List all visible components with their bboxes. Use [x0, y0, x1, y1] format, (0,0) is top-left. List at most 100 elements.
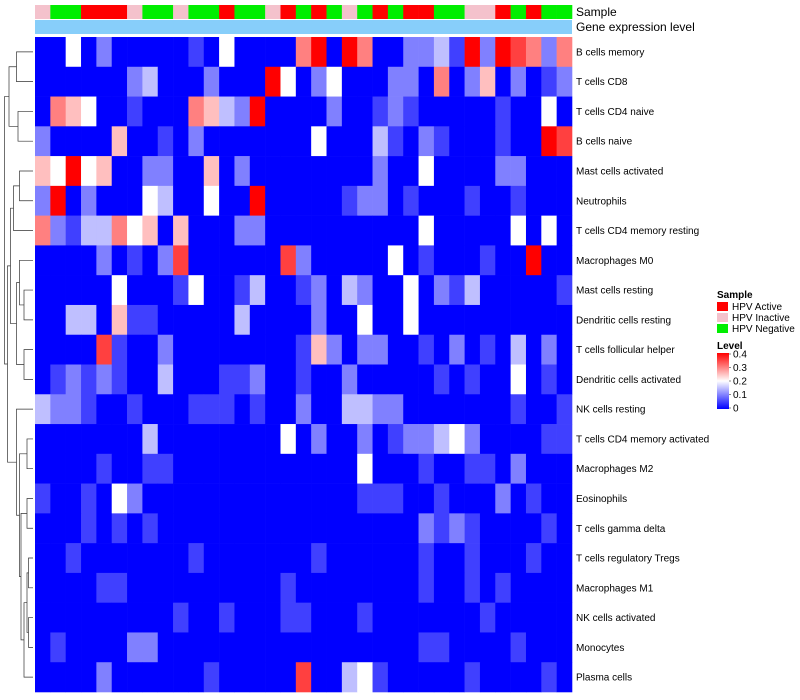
- heatmap-cell: [111, 304, 128, 336]
- heatmap-cell: [479, 602, 496, 633]
- heatmap-cell: [357, 96, 373, 127]
- heatmap-cell: [372, 394, 389, 425]
- heatmap-cell: [295, 304, 312, 336]
- heatmap-cell: [326, 304, 343, 336]
- heatmap-cell: [341, 364, 358, 395]
- heatmap-cell: [495, 304, 511, 336]
- heatmap-cell: [311, 334, 327, 365]
- heatmap-cell: [495, 394, 511, 425]
- heatmap-cell: [357, 304, 373, 336]
- heatmap-cell: [81, 66, 97, 97]
- heatmap-cell: [249, 215, 266, 246]
- heatmap-cell: [541, 185, 557, 216]
- heatmap-cell: [157, 453, 174, 484]
- heatmap-cell: [127, 126, 143, 157]
- heatmap-cell: [556, 215, 573, 246]
- heatmap-cell: [326, 334, 343, 365]
- heatmap-cell: [203, 185, 220, 216]
- heatmap-cell: [234, 275, 251, 306]
- heatmap-cell: [541, 572, 557, 603]
- heatmap-cell: [357, 245, 373, 276]
- heatmap-cell: [418, 185, 435, 216]
- heatmap-cell: [295, 96, 312, 127]
- heatmap-cell: [280, 572, 297, 603]
- heatmap-cell: [295, 66, 312, 97]
- heatmap-cell: [403, 572, 419, 603]
- heatmap-cell: [280, 126, 297, 157]
- heatmap-cell: [525, 185, 542, 216]
- heatmap-cell: [387, 334, 404, 365]
- heatmap-cell: [311, 37, 327, 68]
- heatmap-cell: [403, 424, 419, 455]
- heatmap-cell: [311, 543, 327, 574]
- heatmap-cell: [387, 275, 404, 306]
- heatmap-cell: [111, 662, 128, 693]
- heatmap-cell: [449, 37, 465, 68]
- heatmap-cell: [142, 156, 159, 187]
- heatmap-cell: [111, 394, 128, 425]
- heatmap-cell: [142, 513, 159, 544]
- heatmap-cell: [219, 275, 235, 306]
- heatmap-cell: [142, 275, 159, 306]
- heatmap-cell: [295, 632, 312, 663]
- dendrogram-branch: [16, 282, 24, 365]
- heatmap-cell: [188, 37, 205, 68]
- sample-annotation-cell: [203, 5, 220, 19]
- heatmap-cell: [249, 334, 266, 365]
- heatmap-cell: [464, 513, 481, 544]
- heatmap-cell: [541, 245, 557, 276]
- heatmap-cell: [249, 424, 266, 455]
- heatmap-cell: [556, 424, 573, 455]
- row-label: Eosinophils: [576, 494, 627, 505]
- heatmap-cell: [203, 424, 220, 455]
- heatmap-cell: [234, 66, 251, 97]
- heatmap-cell: [50, 304, 66, 336]
- heatmap-cell: [219, 96, 235, 127]
- heatmap-cell: [127, 364, 143, 395]
- heatmap-cell: [50, 364, 66, 395]
- heatmap-cell: [142, 453, 159, 484]
- heatmap-cell: [65, 394, 82, 425]
- heatmap-cell: [249, 245, 266, 276]
- heatmap-cell: [203, 394, 220, 425]
- sample-annotation-cell: [372, 5, 389, 19]
- heatmap-cell: [203, 483, 220, 514]
- heatmap-cell: [372, 543, 389, 574]
- heatmap-cell: [479, 126, 496, 157]
- heatmap-cell: [65, 572, 82, 603]
- heatmap-cell: [96, 334, 113, 365]
- row-label: T cells gamma delta: [576, 524, 666, 535]
- heatmap-cell: [556, 245, 573, 276]
- heatmap-cell: [157, 37, 174, 68]
- heatmap-cell: [403, 245, 419, 276]
- heatmap-cell: [219, 483, 235, 514]
- heatmap-cell: [525, 37, 542, 68]
- heatmap-cell: [341, 275, 358, 306]
- heatmap-cell: [265, 453, 281, 484]
- heatmap-cell: [326, 126, 343, 157]
- heatmap-cell: [127, 483, 143, 514]
- heatmap-cell: [249, 513, 266, 544]
- level-legend: Level 0.4 0.3 0.2 0.1 0: [717, 341, 747, 415]
- heatmap-cell: [81, 126, 97, 157]
- heatmap-cell: [111, 513, 128, 544]
- heatmap-cell: [280, 66, 297, 97]
- heatmap-cell: [35, 245, 51, 276]
- heatmap-cell: [387, 543, 404, 574]
- row-label: T cells CD4 memory activated: [576, 434, 709, 445]
- heatmap-cell: [173, 572, 189, 603]
- heatmap-cell: [510, 572, 527, 603]
- heatmap-cell: [464, 66, 481, 97]
- heatmap-cell: [525, 483, 542, 514]
- heatmap-cell: [357, 275, 373, 306]
- heatmap-cell: [111, 424, 128, 455]
- heatmap-cell: [326, 543, 343, 574]
- heatmap-cell: [234, 453, 251, 484]
- heatmap-cell: [295, 424, 312, 455]
- heatmap-cell: [433, 304, 450, 336]
- heatmap-cell: [219, 185, 235, 216]
- heatmap-cell: [387, 126, 404, 157]
- heatmap-cell: [326, 632, 343, 663]
